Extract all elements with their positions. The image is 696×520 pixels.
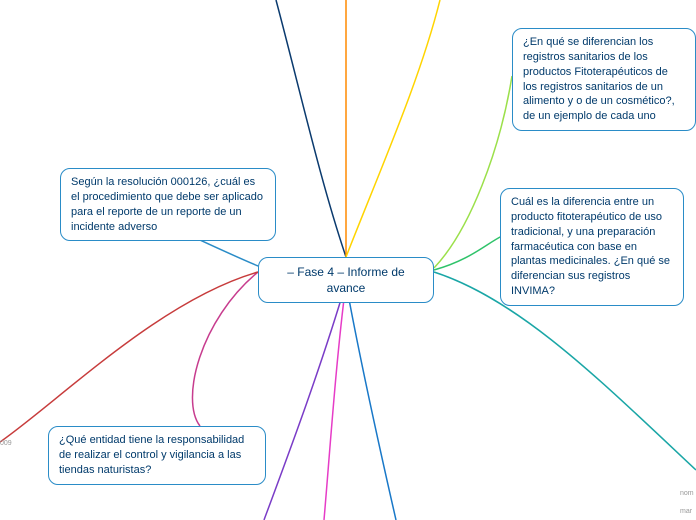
branch-text: Según la resolución 000126, ¿cuál es el …	[71, 176, 263, 233]
edge-offleft	[0, 272, 258, 442]
branch-node-n4[interactable]: ¿Qué entidad tiene la responsabilidad de…	[48, 426, 266, 485]
branch-node-n2[interactable]: Cuál es la diferencia entre un producto …	[500, 188, 684, 306]
edge-fragment-label: 009	[0, 440, 12, 447]
branch-node-n3[interactable]: Según la resolución 000126, ¿cuál es el …	[60, 168, 276, 241]
edge-offtop1	[276, 0, 346, 257]
branch-text: ¿Qué entidad tiene la responsabilidad de…	[59, 434, 244, 476]
edge-n2	[434, 236, 502, 270]
edge-fragment-label: mar	[680, 508, 692, 515]
branch-text: ¿En qué se diferencian los registros san…	[523, 36, 675, 122]
edge-fragment-label: nom	[680, 490, 694, 497]
center-label: – Fase 4 – Informe de avance	[287, 265, 404, 295]
branch-text: Cuál es la diferencia entre un producto …	[511, 196, 670, 297]
center-node[interactable]: – Fase 4 – Informe de avance	[258, 257, 434, 303]
branch-node-n1[interactable]: ¿En qué se diferencian los registros san…	[512, 28, 696, 131]
edge-offbot1	[346, 283, 396, 520]
edge-offtop3	[346, 0, 440, 257]
